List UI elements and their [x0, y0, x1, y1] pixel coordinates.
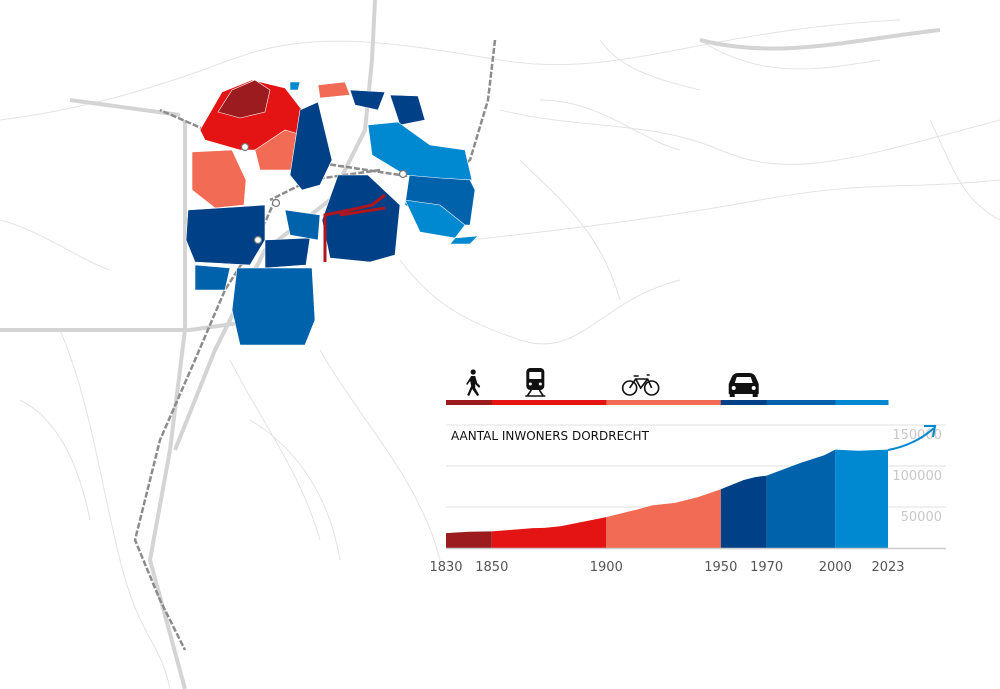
x-tick-label: 1970 — [750, 560, 783, 575]
district-1830-1850 — [217, 79, 271, 119]
district-1950-1970 — [349, 89, 386, 111]
x-tick-label: 1900 — [590, 560, 623, 575]
background-roads — [0, 19, 1000, 689]
district-1970-2000 — [284, 209, 321, 241]
period-band-1830-1850 — [446, 400, 493, 405]
district-1970-2000 — [194, 264, 231, 291]
transport-icons — [466, 368, 759, 397]
district-1950-1970 — [289, 101, 333, 191]
district-1900-1950 — [317, 81, 351, 99]
x-tick-label: 2023 — [871, 560, 904, 575]
historic-dike-red — [323, 193, 386, 262]
district-1970-2000 — [231, 267, 316, 346]
period-band-1970-2000 — [766, 400, 836, 405]
trend-arrow-head — [924, 425, 937, 438]
x-tick-label: 1850 — [475, 560, 508, 575]
walking-person-icon — [466, 369, 481, 396]
district-2000-2023 — [289, 81, 301, 91]
population-area-2000-2023 — [835, 449, 888, 548]
car-icon — [728, 373, 759, 397]
period-band-1950-1970 — [720, 400, 768, 405]
district-1900-1950 — [191, 149, 247, 209]
district-2000-2023 — [367, 121, 473, 181]
trend-arrow — [887, 427, 935, 451]
population-area-1950-1970 — [720, 475, 767, 548]
x-tick-label: 2000 — [819, 560, 852, 575]
neighborhoods — [185, 79, 479, 346]
population-area-1850-1900 — [491, 517, 607, 548]
x-tick-label: 1950 — [704, 560, 737, 575]
population-area-1830-1850 — [446, 531, 492, 548]
chart-title: AANTAL INWONERS DORDRECHT — [451, 429, 650, 443]
population-area-1970-2000 — [766, 449, 836, 548]
train-icon — [525, 368, 546, 397]
district-2000-2023 — [449, 235, 479, 245]
period-band — [446, 400, 889, 405]
period-band-2000-2023 — [835, 400, 889, 405]
y-tick-label: 50000 — [901, 510, 942, 525]
population-areas — [446, 449, 888, 548]
period-band-1850-1900 — [491, 400, 607, 405]
population-area-1900-1950 — [606, 489, 721, 548]
district-1950-1970 — [185, 204, 266, 266]
stations — [240, 142, 408, 245]
district-2000-2023 — [404, 199, 466, 239]
district-1950-1970 — [389, 94, 426, 126]
x-tick-label: 1830 — [429, 560, 462, 575]
bicycle-icon — [621, 374, 660, 396]
y-tick-label: 100000 — [892, 469, 942, 484]
district-1950-1970 — [264, 237, 311, 269]
period-band-1900-1950 — [606, 400, 722, 405]
